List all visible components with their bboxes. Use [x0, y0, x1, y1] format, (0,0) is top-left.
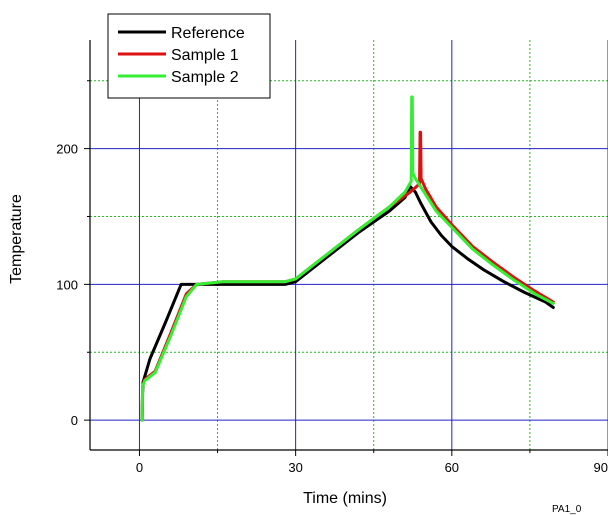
series-line-reference	[140, 185, 555, 422]
x-tick-label: 0	[136, 460, 143, 475]
legend-box	[107, 13, 271, 99]
x-tick-label: 60	[445, 460, 459, 475]
x-axis-title: Time (mins)	[303, 490, 387, 507]
tick-labels: 0 30 60 90 0 100 200	[56, 142, 608, 475]
y-axis-title: Temperature	[8, 194, 25, 284]
y-tick-label: 0	[71, 413, 78, 428]
legend-label-reference: Reference	[171, 25, 245, 42]
y-tick-label: 100	[56, 277, 78, 292]
series-line-sample-2	[140, 95, 555, 422]
series-lines	[140, 95, 555, 422]
tick-marks	[84, 80, 608, 456]
x-tick-label: 90	[594, 460, 608, 475]
legend-label-sample-2: Sample 2	[171, 69, 239, 86]
footnote-label: PA1_0	[552, 504, 582, 515]
legend-label-sample-1: Sample 1	[171, 47, 239, 64]
legend: Reference Sample 1 Sample 2	[107, 13, 271, 99]
x-tick-label: 30	[288, 460, 302, 475]
y-tick-label: 200	[56, 142, 78, 157]
axes	[89, 40, 608, 451]
